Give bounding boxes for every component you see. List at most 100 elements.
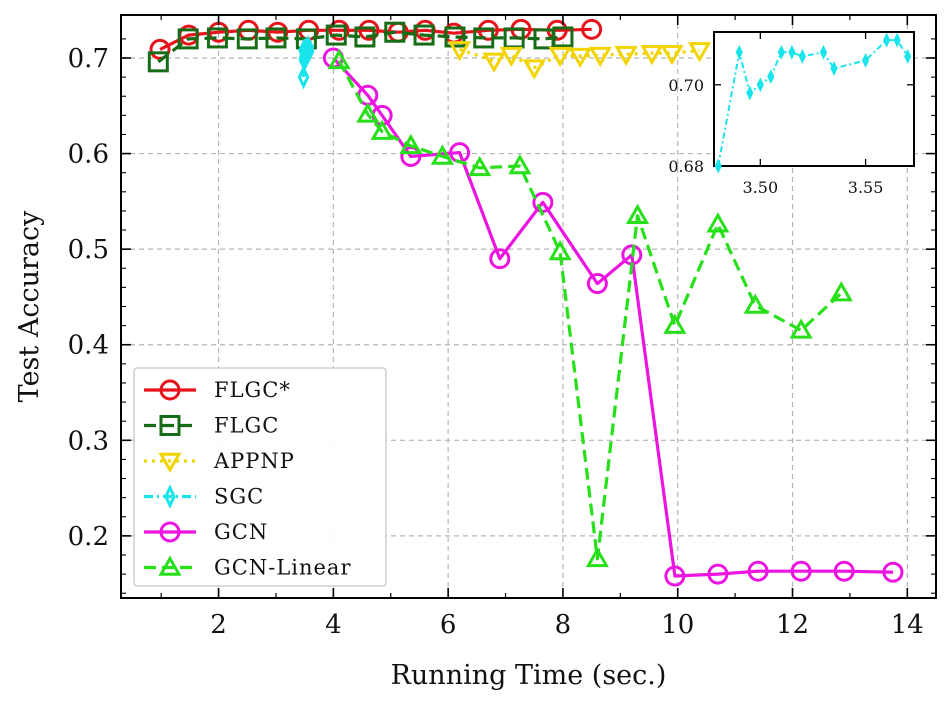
data-point-flgc (328, 19, 350, 41)
data-point-gcn-linear (585, 546, 609, 568)
legend-label-gcn-linear: GCN-Linear (214, 556, 352, 580)
data-point-appnp (660, 44, 684, 66)
legend-label-gcn: GCN (214, 520, 268, 544)
data-point-gcn (882, 561, 904, 583)
legend-label-flgc: FLGC* (214, 378, 291, 402)
x-tick-label: 14 (891, 610, 924, 640)
data-point-appnp (499, 46, 523, 68)
data-point-gcn-linear (370, 119, 394, 140)
legend-marker-appnp (158, 452, 182, 474)
data-point-appnp (614, 45, 638, 67)
data-point-appnp (568, 47, 592, 69)
series-appnp (448, 41, 712, 80)
legend-marker-gcn-linear (158, 555, 182, 576)
data-point-flgc (413, 24, 435, 46)
inset-data-point (819, 44, 828, 60)
inset-data-point (904, 48, 912, 64)
series-sgc (297, 35, 315, 90)
legend-box (133, 367, 387, 587)
y-tick-label: 0.2 (68, 522, 109, 552)
data-point-gcn-linear (789, 318, 813, 339)
data-point-flgc (384, 21, 406, 43)
y-tick-label: 0.5 (68, 235, 109, 265)
inset-data-point (756, 77, 764, 93)
data-point-appnp (482, 52, 506, 73)
inset-data-point (830, 61, 838, 77)
main-series (147, 18, 904, 587)
inset-y-tick-label: 0.68 (668, 157, 704, 176)
data-point-gcn (790, 560, 812, 582)
inset-data-point (893, 32, 901, 48)
legend-label-flgc: FLGC (214, 414, 279, 438)
data-point-gcn-linear (663, 313, 687, 334)
inset-data-point (735, 44, 743, 60)
data-point-gcn (707, 563, 729, 585)
x-axis-title: Running Time (sec.) (391, 660, 667, 691)
inset-data-point (883, 32, 891, 48)
data-point-gcn (833, 560, 855, 582)
data-point-flgc (206, 27, 228, 49)
inset-y-tick-label: 0.70 (668, 76, 704, 95)
data-point-appnp (640, 44, 664, 66)
inset-data-point (746, 85, 754, 101)
legend: FLGC* FLGC APPNP SGC GCN GCN-Linear (133, 367, 387, 587)
data-point-flgc (358, 19, 380, 41)
x-tick-label: 2 (210, 610, 227, 640)
data-point-sgc (302, 39, 315, 64)
y-tick-label: 0.4 (68, 331, 109, 361)
data-point-flgc (581, 18, 603, 40)
x-tick-label: 10 (661, 610, 694, 640)
x-tick-label: 4 (325, 610, 342, 640)
y-tick-label: 0.3 (68, 426, 109, 456)
data-point-gcn (747, 560, 769, 582)
data-point-gcn-linear (399, 133, 423, 155)
data-point-gcn-linear (508, 153, 532, 175)
inset-data-point (777, 44, 785, 60)
data-point-gcn (664, 565, 686, 587)
data-point-gcn (489, 248, 511, 270)
data-point-flgc (147, 51, 169, 73)
x-tick-label: 12 (776, 610, 809, 640)
y-tick-label: 0.7 (68, 44, 109, 74)
legend-marker-sgc (164, 484, 176, 509)
data-point-flgc (552, 26, 574, 48)
data-point-flgc (177, 28, 199, 50)
legend-marker-flgc (159, 415, 181, 436)
data-point-flgc (444, 26, 466, 48)
data-point-appnp (522, 59, 546, 80)
inset-data-point (861, 52, 870, 68)
series-line-gcn (332, 56, 894, 578)
data-point-sgc (297, 64, 310, 90)
data-point-gcn (586, 273, 608, 295)
data-point-gcn-linear (706, 212, 730, 233)
inset-data-point (788, 44, 796, 60)
data-point-gcn-linear (743, 293, 767, 314)
data-point-flgc (473, 27, 495, 49)
legend-label-appnp: APPNP (213, 449, 295, 473)
data-point-flgc (325, 24, 347, 46)
data-point-gcn-linear (829, 281, 853, 302)
data-point-flgc (236, 28, 258, 50)
data-point-gcn-linear (327, 48, 351, 70)
data-point-gcn-linear (356, 102, 380, 123)
data-point-gcn-linear (625, 203, 650, 224)
data-point-gcn-linear (548, 239, 572, 261)
data-point-flgc (354, 26, 376, 48)
inset-x-tick-label: 3.55 (848, 178, 884, 197)
main-ticks: 2 4 6 8 10 12 14 0.2 0.3 0.4 0.5 0.6 0.7 (68, 15, 936, 640)
data-point-appnp (548, 46, 572, 68)
inset-data-point (798, 48, 807, 64)
y-tick-label: 0.6 (68, 140, 109, 170)
y-axis-title: Test Accuracy (14, 210, 45, 402)
data-point-flgc (267, 21, 289, 43)
x-tick-label: 8 (555, 610, 572, 640)
inset-data-point (714, 158, 722, 174)
data-point-appnp (687, 42, 712, 63)
series-flgc (147, 21, 574, 73)
series-gcn-linear (327, 48, 853, 568)
inset-series-sgc (714, 32, 912, 174)
data-point-flgc (149, 38, 171, 60)
legend-marker-flgc (159, 379, 181, 401)
data-point-appnp (588, 46, 612, 68)
